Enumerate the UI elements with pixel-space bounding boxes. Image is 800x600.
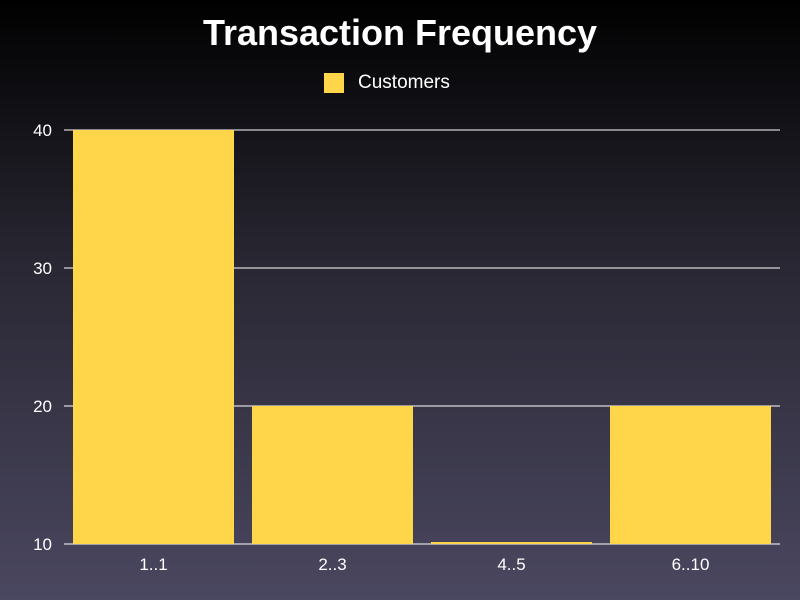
x-tick-label: 4..5 <box>497 555 525 574</box>
y-tick-label: 40 <box>33 121 52 140</box>
legend: Customers <box>324 72 450 94</box>
chart-title: Transaction Frequency <box>202 12 598 53</box>
y-tick-label: 20 <box>33 397 52 416</box>
bar <box>73 130 234 544</box>
bar <box>431 542 592 544</box>
x-tick-label: 6..10 <box>672 555 710 574</box>
y-tick-label: 30 <box>33 259 52 278</box>
legend-label: Customers <box>358 72 450 93</box>
x-tick-label: 1..1 <box>139 555 167 574</box>
x-tick-label: 2..3 <box>318 555 346 574</box>
legend-swatch <box>324 73 344 93</box>
bar <box>610 406 771 544</box>
y-tick-label: 10 <box>33 535 52 554</box>
axes: 10 20 30 40 1..1 2..3 4..5 6..10 <box>33 121 709 574</box>
bar <box>252 406 413 544</box>
bars <box>73 130 771 544</box>
